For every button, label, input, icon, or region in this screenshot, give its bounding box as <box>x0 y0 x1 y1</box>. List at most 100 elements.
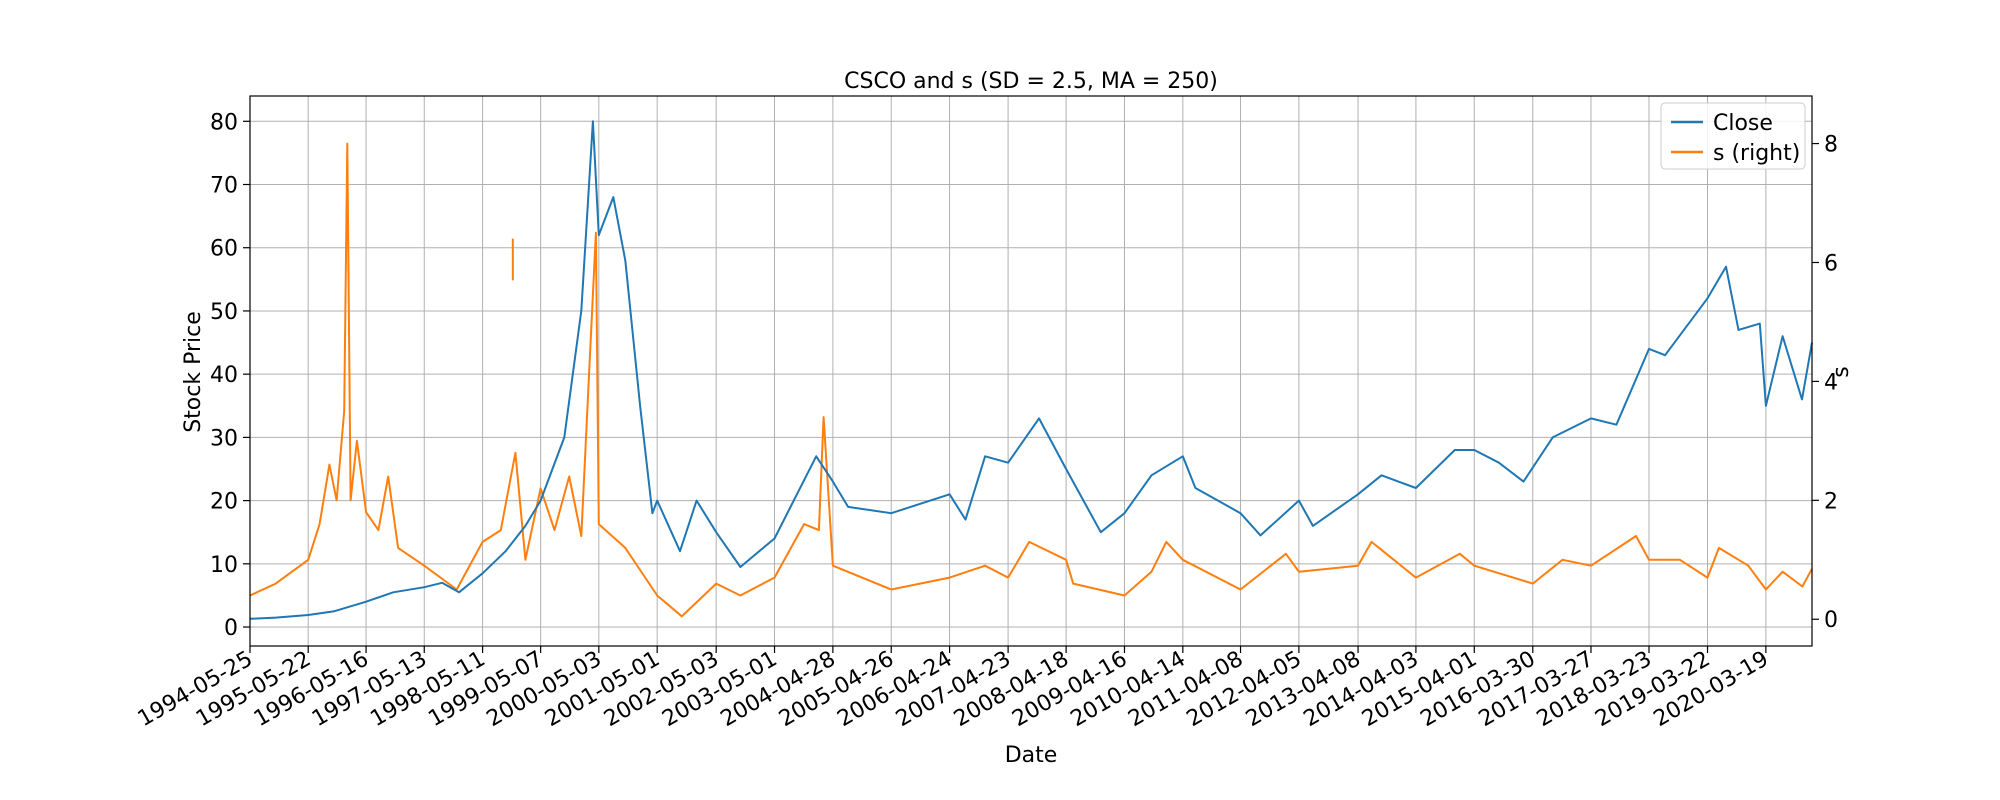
data-point-s <box>482 541 484 543</box>
legend: Close s (right) <box>1660 102 1806 170</box>
data-point-s <box>514 452 516 454</box>
data-point-close <box>1759 322 1761 325</box>
data-point-close <box>441 582 443 584</box>
data-point-s <box>984 565 986 567</box>
data-point-close <box>1298 499 1300 502</box>
data-point-close <box>1182 455 1184 457</box>
data-point-s <box>739 594 742 597</box>
data-point-s <box>656 594 658 597</box>
data-point-s <box>336 499 338 501</box>
data-point-close <box>392 591 394 593</box>
data-point-s <box>346 142 348 145</box>
chart-title: CSCO and s (SD = 2.5, MA = 250) <box>844 69 1218 94</box>
y-tick-label: 40 <box>210 363 238 388</box>
data-point-s <box>397 547 399 549</box>
y2-tick-label: 2 <box>1824 489 1838 514</box>
data-point-close <box>624 259 626 261</box>
data-point-close <box>458 591 460 593</box>
data-point-s <box>1182 559 1184 561</box>
data-point-close <box>423 586 425 588</box>
data-point-close <box>679 550 681 552</box>
data-point-close <box>307 614 309 616</box>
data-point-s <box>890 588 892 591</box>
data-point-s <box>1747 565 1749 567</box>
data-point-s <box>553 529 556 531</box>
data-point-close <box>832 481 834 483</box>
data-point-close <box>815 455 817 457</box>
data-point-s <box>803 523 805 525</box>
y-axis-title: Stock Price <box>181 311 206 433</box>
data-point-s <box>1065 559 1067 561</box>
data-point-close <box>1522 481 1525 483</box>
data-point-s <box>1028 541 1030 543</box>
y2-axis-title: s <box>1829 366 1854 377</box>
data-point-s <box>948 577 951 579</box>
data-point-close <box>1765 405 1767 407</box>
data-point-s <box>423 565 425 567</box>
data-point-close <box>739 566 742 568</box>
data-point-s <box>715 582 717 585</box>
y2-tick-label: 6 <box>1824 251 1838 276</box>
data-point-s <box>319 523 321 525</box>
data-point-close <box>948 493 951 495</box>
y-tick-label: 10 <box>210 553 238 578</box>
data-point-s <box>818 529 820 531</box>
data-point-close <box>1415 487 1417 489</box>
data-point-close <box>1737 329 1740 331</box>
data-point-s <box>773 577 776 579</box>
data-point-s <box>1007 577 1009 579</box>
data-point-close <box>1648 348 1650 350</box>
data-point-close <box>365 601 367 603</box>
data-point-close <box>612 196 614 198</box>
data-point-s <box>1123 594 1126 597</box>
data-point-s <box>1706 577 1709 579</box>
series-line-close <box>249 120 1813 620</box>
data-point-s <box>1781 571 1784 573</box>
data-point-s <box>1635 535 1637 537</box>
data-point-s <box>365 511 367 513</box>
series-layer <box>249 120 1813 620</box>
y-tick-label: 80 <box>210 110 238 135</box>
data-point-close <box>598 234 600 236</box>
data-point-s <box>1459 553 1461 555</box>
y-tick-label: 70 <box>210 174 238 199</box>
data-point-close <box>1552 436 1554 438</box>
data-point-close <box>592 120 594 122</box>
data-point-s <box>1561 559 1564 561</box>
y-tick-label: 30 <box>210 426 238 451</box>
data-point-s <box>1072 582 1074 585</box>
data-point-s <box>275 582 277 585</box>
data-point-s <box>588 380 590 383</box>
data-point-close <box>639 405 641 407</box>
data-point-close <box>1801 398 1803 401</box>
data-point-close <box>1239 512 1242 514</box>
data-point-close <box>984 455 986 457</box>
y2-tick-label: 0 <box>1824 608 1838 633</box>
data-point-s <box>540 487 542 490</box>
y-tick-label: 0 <box>224 616 238 641</box>
data-point-s <box>1415 577 1417 579</box>
data-point-close <box>540 499 542 502</box>
data-point-s <box>624 547 626 549</box>
data-point-close <box>1007 462 1009 464</box>
data-point-close <box>656 499 658 502</box>
data-point-close <box>695 499 698 502</box>
data-point-close <box>1380 474 1383 476</box>
data-point-s <box>681 615 683 617</box>
data-point-close <box>1357 493 1359 495</box>
data-point-close <box>1194 487 1196 489</box>
data-point-close <box>1725 266 1727 268</box>
data-point-close <box>1664 354 1666 356</box>
data-point-close <box>1781 335 1784 337</box>
legend-label-close: Close <box>1713 111 1773 136</box>
y2-tick-label: 8 <box>1824 133 1838 158</box>
data-point-close <box>1615 424 1617 426</box>
data-point-s <box>1357 565 1359 567</box>
data-point-s <box>377 529 380 531</box>
data-point-s <box>387 475 389 478</box>
data-point-close <box>333 610 335 612</box>
data-point-s <box>1298 571 1300 573</box>
data-point-s <box>1165 541 1167 543</box>
data-point-close <box>1065 468 1067 470</box>
